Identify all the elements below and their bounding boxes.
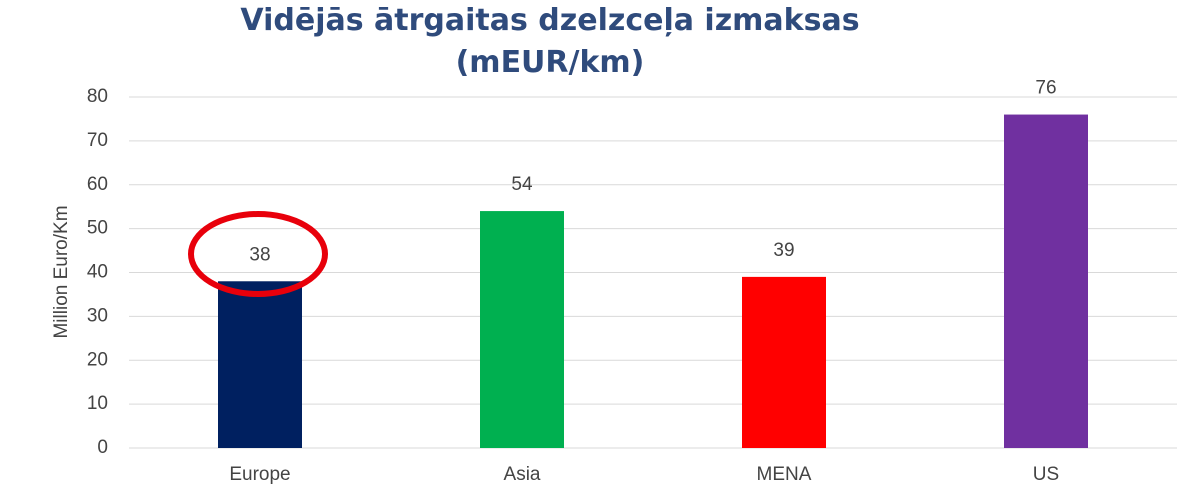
y-tick-label: 0	[97, 437, 108, 458]
y-tick-label: 80	[87, 86, 108, 107]
bar	[218, 281, 302, 448]
y-tick-label: 70	[87, 130, 108, 151]
y-tick-label: 50	[87, 218, 108, 239]
bar	[1004, 114, 1088, 449]
chart-title: Vidējās ātrgaitas dzelzceļa izmaksas (mE…	[240, 3, 860, 80]
bar	[742, 276, 826, 448]
x-tick-label: US	[1033, 464, 1059, 485]
highlight-circle	[188, 211, 328, 297]
y-tick-label: 20	[87, 349, 108, 370]
y-tick-label: 10	[87, 393, 108, 414]
x-tick-label: Europe	[229, 464, 290, 485]
value-label: 38	[249, 244, 270, 265]
bar	[480, 211, 564, 448]
y-tick-label: 40	[87, 262, 108, 283]
x-tick-label: MENA	[757, 464, 812, 485]
x-tick-label: Asia	[504, 464, 541, 485]
y-tick-label: 30	[87, 305, 108, 326]
y-tick-label: 60	[87, 174, 108, 195]
value-label: 39	[773, 240, 794, 261]
y-axis-label: Million Euro/Km	[51, 205, 72, 338]
value-label: 54	[511, 174, 533, 195]
value-label: 76	[1035, 78, 1056, 99]
